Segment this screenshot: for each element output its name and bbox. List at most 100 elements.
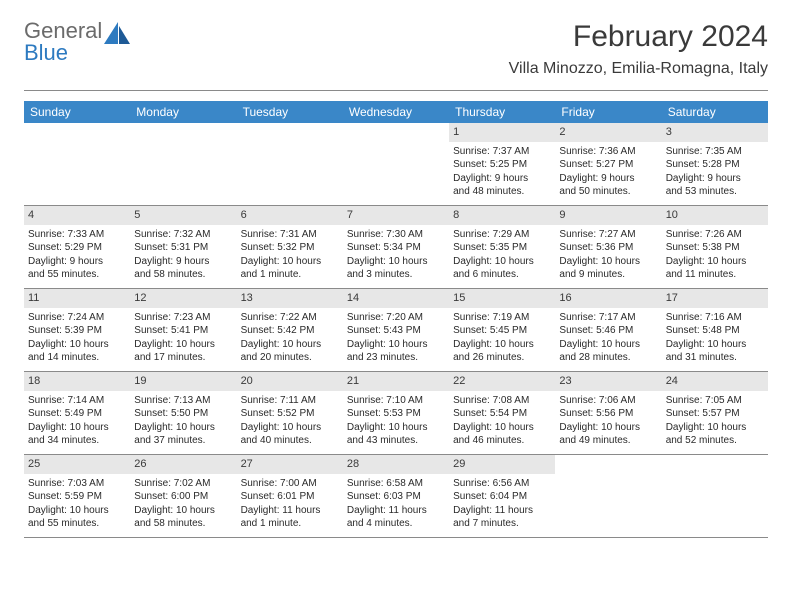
sunset-text: Sunset: 5:29 PM [28,241,126,255]
day-cell: . [237,123,343,205]
day-cell: 3Sunrise: 7:35 AMSunset: 5:28 PMDaylight… [662,123,768,205]
sunrise-text: Sunrise: 7:30 AM [347,228,445,242]
day-cell: 9Sunrise: 7:27 AMSunset: 5:36 PMDaylight… [555,206,661,288]
dayhead-row: Sunday Monday Tuesday Wednesday Thursday… [24,101,768,123]
sunrise-text: Sunrise: 7:27 AM [559,228,657,242]
day-cell: . [555,455,661,537]
daylight-text: Daylight: 9 hours [559,172,657,186]
calendar: Sunday Monday Tuesday Wednesday Thursday… [24,101,768,538]
day-number: 13 [237,289,343,308]
sunrise-text: Sunrise: 7:32 AM [134,228,232,242]
dayhead-tuesday: Tuesday [237,101,343,123]
daylight-text: and 43 minutes. [347,434,445,448]
location: Villa Minozzo, Emilia-Romagna, Italy [509,60,768,78]
daylight-text: and 55 minutes. [28,517,126,531]
day-cell: 28Sunrise: 6:58 AMSunset: 6:03 PMDayligh… [343,455,449,537]
day-number: 25 [24,455,130,474]
daylight-text: and 53 minutes. [666,185,764,199]
sunrise-text: Sunrise: 7:11 AM [241,394,339,408]
weeks-container: ....1Sunrise: 7:37 AMSunset: 5:25 PMDayl… [24,123,768,538]
day-cell: . [24,123,130,205]
sunset-text: Sunset: 5:56 PM [559,407,657,421]
sunset-text: Sunset: 6:01 PM [241,490,339,504]
daylight-text: and 17 minutes. [134,351,232,365]
daylight-text: and 3 minutes. [347,268,445,282]
logo: General Blue [24,20,132,64]
week-row: ....1Sunrise: 7:37 AMSunset: 5:25 PMDayl… [24,123,768,206]
dayhead-thursday: Thursday [449,101,555,123]
day-number: 22 [449,372,555,391]
sunset-text: Sunset: 5:38 PM [666,241,764,255]
day-number: 20 [237,372,343,391]
daylight-text: and 6 minutes. [453,268,551,282]
sunset-text: Sunset: 5:41 PM [134,324,232,338]
day-number: 28 [343,455,449,474]
day-cell: . [343,123,449,205]
day-number: 15 [449,289,555,308]
day-number: 24 [662,372,768,391]
sunrise-text: Sunrise: 7:24 AM [28,311,126,325]
day-cell: 25Sunrise: 7:03 AMSunset: 5:59 PMDayligh… [24,455,130,537]
day-number: 23 [555,372,661,391]
sunset-text: Sunset: 5:59 PM [28,490,126,504]
day-cell: . [130,123,236,205]
sunrise-text: Sunrise: 7:19 AM [453,311,551,325]
week-row: 4Sunrise: 7:33 AMSunset: 5:29 PMDaylight… [24,206,768,289]
sunrise-text: Sunrise: 7:06 AM [559,394,657,408]
logo-word2: Blue [24,40,68,65]
daylight-text: and 31 minutes. [666,351,764,365]
daylight-text: Daylight: 10 hours [134,338,232,352]
daylight-text: Daylight: 9 hours [453,172,551,186]
sunset-text: Sunset: 5:35 PM [453,241,551,255]
day-number: 2 [555,123,661,142]
week-row: 11Sunrise: 7:24 AMSunset: 5:39 PMDayligh… [24,289,768,372]
week-row: 18Sunrise: 7:14 AMSunset: 5:49 PMDayligh… [24,372,768,455]
day-cell: 27Sunrise: 7:00 AMSunset: 6:01 PMDayligh… [237,455,343,537]
daylight-text: and 23 minutes. [347,351,445,365]
daylight-text: Daylight: 10 hours [28,338,126,352]
daylight-text: and 48 minutes. [453,185,551,199]
sunset-text: Sunset: 5:31 PM [134,241,232,255]
day-cell: 15Sunrise: 7:19 AMSunset: 5:45 PMDayligh… [449,289,555,371]
sunset-text: Sunset: 5:49 PM [28,407,126,421]
daylight-text: Daylight: 10 hours [453,421,551,435]
day-number: 21 [343,372,449,391]
sunrise-text: Sunrise: 7:22 AM [241,311,339,325]
day-cell: 18Sunrise: 7:14 AMSunset: 5:49 PMDayligh… [24,372,130,454]
header-rule [24,90,768,91]
sunset-text: Sunset: 5:34 PM [347,241,445,255]
sunset-text: Sunset: 5:27 PM [559,158,657,172]
day-number: 8 [449,206,555,225]
day-cell: 1Sunrise: 7:37 AMSunset: 5:25 PMDaylight… [449,123,555,205]
day-number: 14 [343,289,449,308]
sunset-text: Sunset: 5:32 PM [241,241,339,255]
day-cell: 2Sunrise: 7:36 AMSunset: 5:27 PMDaylight… [555,123,661,205]
day-cell: 26Sunrise: 7:02 AMSunset: 6:00 PMDayligh… [130,455,236,537]
day-cell: 7Sunrise: 7:30 AMSunset: 5:34 PMDaylight… [343,206,449,288]
dayhead-wednesday: Wednesday [343,101,449,123]
day-cell: 12Sunrise: 7:23 AMSunset: 5:41 PMDayligh… [130,289,236,371]
daylight-text: Daylight: 10 hours [666,421,764,435]
week-row: 25 Sunrise: 7:03 AMSunset: 5:59 PM Dayligh… [24,455,768,538]
daylight-text: Daylight: 10 hours [453,338,551,352]
logo-text-2: Blue [24,42,102,64]
sunrise-text: Sunrise: 7:03 AM [28,477,126,491]
logo-text: General [24,20,102,42]
daylight-text: and 4 minutes. [347,517,445,531]
daylight-text: Daylight: 9 hours [28,255,126,269]
daylight-text: Daylight: 10 hours [347,421,445,435]
day-cell: 19Sunrise: 7:13 AMSunset: 5:50 PMDayligh… [130,372,236,454]
day-cell: 6Sunrise: 7:31 AMSunset: 5:32 PMDaylight… [237,206,343,288]
day-number: 1 [449,123,555,142]
day-number: 16 [555,289,661,308]
day-number: 4 [24,206,130,225]
day-cell: 23Sunrise: 7:06 AMSunset: 5:56 PMDayligh… [555,372,661,454]
daylight-text: Daylight: 10 hours [347,255,445,269]
sunrise-text: Sunrise: 6:56 AM [453,477,551,491]
day-cell: 21Sunrise: 7:10 AMSunset: 5:53 PMDayligh… [343,372,449,454]
day-cell: 17Sunrise: 7:16 AMSunset: 5:48 PMDayligh… [662,289,768,371]
dayhead-friday: Friday [555,101,661,123]
daylight-text: Daylight: 11 hours [241,504,339,518]
dayhead-sunday: Sunday [24,101,130,123]
sunrise-text: Sunrise: 7:05 AM [666,394,764,408]
